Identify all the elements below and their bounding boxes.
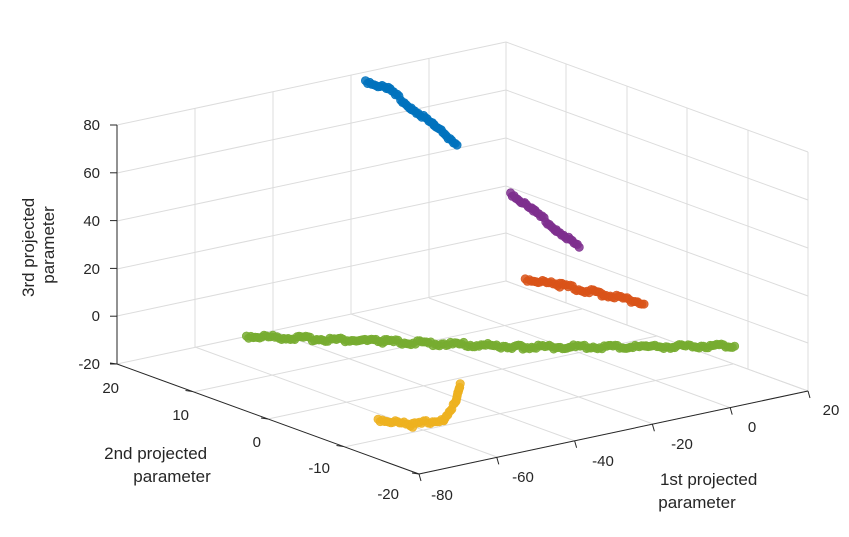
x-axis-label: 1st projected parameter — [658, 470, 762, 512]
x-tick-label: -20 — [671, 436, 693, 453]
series-3 — [242, 330, 740, 354]
x-tick-label: -40 — [592, 453, 614, 470]
x-tick-label: -80 — [431, 487, 453, 504]
y-tick-label: -10 — [308, 460, 330, 477]
series-2 — [520, 274, 649, 309]
grid-back-right-wall — [505, 41, 809, 392]
z-tick-label: -20 — [78, 356, 100, 373]
y-tick-mark — [185, 390, 193, 392]
tick-marks — [109, 124, 811, 482]
z-tick-label: 0 — [92, 308, 100, 325]
data-point — [639, 299, 649, 309]
x-axis-line — [418, 390, 809, 475]
data-point — [730, 341, 740, 351]
x-axis-label-line-1: 1st projected — [660, 470, 757, 489]
x-tick-mark — [651, 424, 655, 432]
grid-back-left-wall — [116, 41, 507, 364]
x-tick-mark — [574, 440, 578, 448]
x-tick-labels: -80 -60 -40 -20 0 20 — [431, 402, 839, 504]
y-tick-label: 0 — [253, 434, 261, 451]
z-tick-label: 40 — [83, 213, 100, 230]
data-series — [242, 76, 740, 432]
data-point — [574, 242, 584, 252]
y-tick-mark — [411, 472, 420, 475]
y-axis-label: 2nd projected parameter — [104, 444, 212, 486]
z-axis-label: 3rd projected parameter — [19, 193, 58, 297]
z-axis-label-line-1: 3rd projected — [19, 198, 38, 297]
grid-floor — [116, 280, 809, 475]
series-0 — [360, 76, 462, 150]
x-tick-label: 20 — [823, 402, 840, 419]
z-tick-label: 80 — [83, 117, 100, 134]
x-tick-mark — [807, 390, 811, 399]
y-tick-mark — [260, 417, 269, 420]
x-tick-mark — [496, 457, 500, 465]
series-4 — [373, 379, 465, 432]
y-tick-label: 10 — [172, 407, 189, 424]
y-tick-mark — [109, 362, 118, 365]
data-point — [455, 379, 465, 389]
data-point — [452, 140, 462, 150]
x-tick-mark — [418, 473, 422, 482]
y-tick-labels: 20 10 0 -10 -20 — [102, 380, 399, 503]
x-tick-label: -60 — [512, 469, 534, 486]
y-tick-label: 20 — [102, 380, 119, 397]
x-tick-label: 0 — [748, 419, 756, 436]
series-1 — [506, 188, 584, 252]
x-axis-label-line-2: parameter — [658, 493, 736, 512]
z-tick-label: 60 — [83, 165, 100, 182]
x-tick-mark — [729, 407, 733, 415]
y-axis-label-line-2: parameter — [133, 467, 211, 486]
y-tick-mark — [336, 445, 344, 447]
y-tick-label: -20 — [377, 486, 399, 503]
y-axis-label-line-1: 2nd projected — [104, 444, 207, 463]
z-tick-label: 20 — [83, 261, 100, 278]
z-axis-label-line-2: parameter — [39, 206, 58, 284]
z-tick-labels: 80 60 40 20 0 -20 — [78, 117, 100, 373]
